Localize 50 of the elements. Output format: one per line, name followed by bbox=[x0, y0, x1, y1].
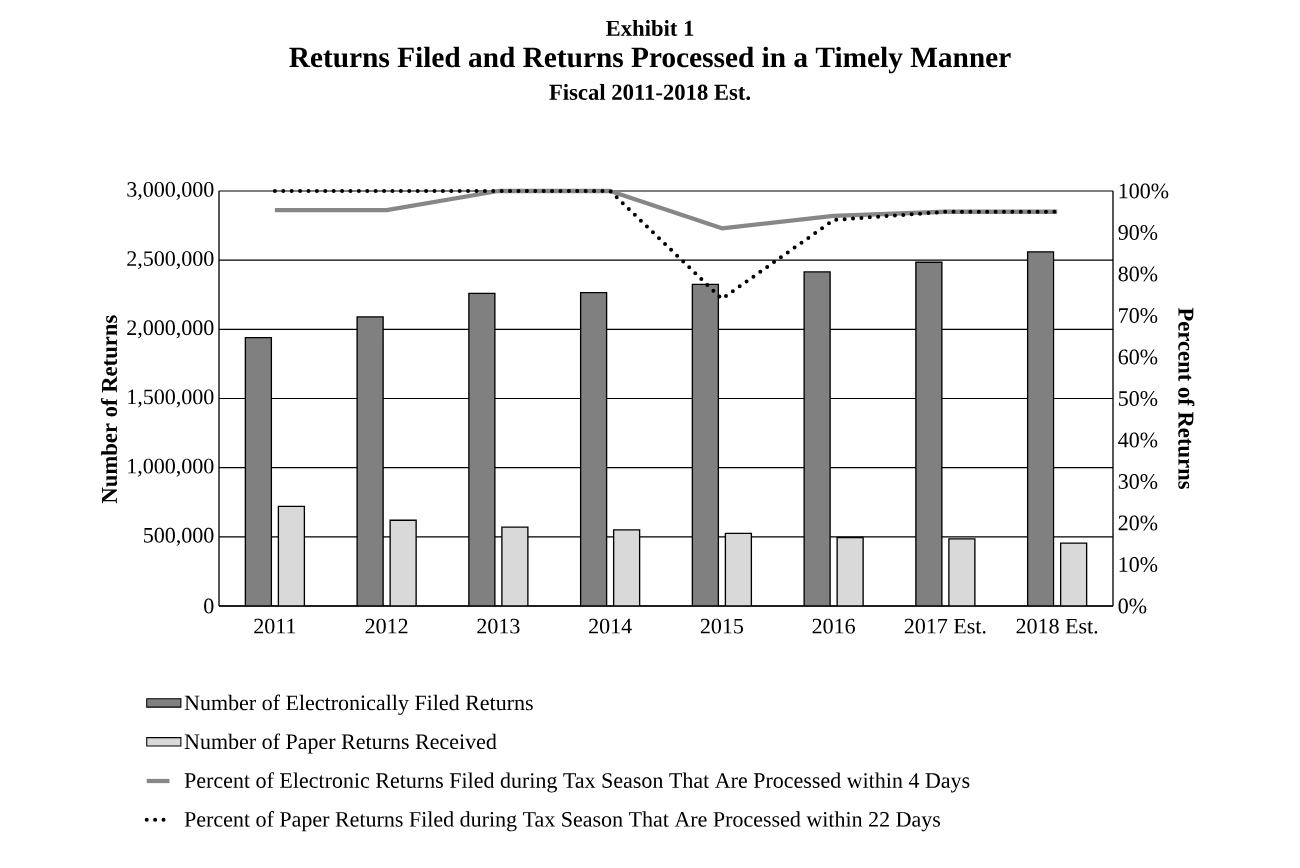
bar bbox=[501, 527, 528, 606]
y-tick-label: 2,000,000 bbox=[127, 320, 214, 339]
x-tick-label: 2011 bbox=[254, 618, 296, 634]
bar bbox=[1026, 251, 1055, 606]
x-tick-label: 2018 Est. bbox=[1016, 618, 1098, 634]
chart-title: Returns Filed and Returns Processed in a Timely Manner bbox=[289, 46, 1011, 74]
y-axis-title: Number of Returns bbox=[100, 315, 118, 504]
bar bbox=[804, 271, 831, 606]
x-tick-label: 2013 bbox=[477, 618, 520, 634]
bar bbox=[245, 337, 272, 606]
y2-tick-label: 20% bbox=[1118, 515, 1158, 531]
bar bbox=[725, 533, 752, 606]
x-tick-label: 2016 bbox=[812, 618, 855, 634]
y2-tick-label: 40% bbox=[1118, 432, 1158, 448]
chart-subtitle: Fiscal 2011-2018 Est. bbox=[549, 83, 751, 101]
legend-label: Number of Electronically Filed Returns bbox=[184, 694, 533, 715]
x-tick-label: 2015 bbox=[700, 618, 744, 634]
y2-tick-label: 80% bbox=[1118, 266, 1158, 282]
y-tick-label: 1,000,000 bbox=[128, 458, 214, 477]
bar bbox=[837, 537, 864, 606]
bar bbox=[1059, 542, 1088, 606]
bar bbox=[278, 506, 305, 606]
text: Exhibit 1 bbox=[606, 20, 694, 36]
y-tick-label: 3,000,000 bbox=[127, 181, 214, 201]
y2-tick-label: 30% bbox=[1118, 474, 1158, 489]
y2-tick-label: 90% bbox=[1118, 225, 1158, 240]
bar bbox=[390, 520, 417, 606]
y-tick-label: 0 bbox=[204, 598, 214, 614]
y2-tick-label: 50% bbox=[1118, 391, 1158, 406]
y2-tick-label: 100% bbox=[1119, 183, 1169, 199]
bar bbox=[357, 316, 384, 606]
bar bbox=[692, 284, 719, 606]
bar bbox=[580, 292, 607, 606]
legend-label: Percent of Electronic Returns Filed during Tax Season That Are Processed within 4 Days bbox=[184, 772, 970, 793]
y-tick-label: 2,500,000 bbox=[127, 251, 214, 270]
bar bbox=[468, 293, 495, 606]
x-tick-label: 2014 bbox=[589, 618, 632, 634]
x-tick-label: 2017 Est. bbox=[904, 618, 986, 634]
x-tick-label: 2012 bbox=[365, 618, 408, 634]
y-tick-label: 500,000 bbox=[144, 527, 214, 546]
y2-tick-label: 0% bbox=[1118, 598, 1147, 614]
y2-tick-label: 60% bbox=[1118, 349, 1158, 365]
bar bbox=[915, 262, 942, 606]
y2-tick-label: 10% bbox=[1119, 557, 1158, 572]
y2-axis-title: Percent of Returns bbox=[1178, 307, 1195, 489]
legend-label: Percent of Paper Returns Filed during Tax Season That Are Processed within 22 Days bbox=[184, 811, 941, 832]
y2-tick-label: 70% bbox=[1119, 308, 1158, 323]
bar bbox=[613, 529, 640, 606]
y-tick-label: 1,500,000 bbox=[128, 389, 214, 408]
legend-label: Number of Paper Returns Received bbox=[184, 733, 497, 754]
